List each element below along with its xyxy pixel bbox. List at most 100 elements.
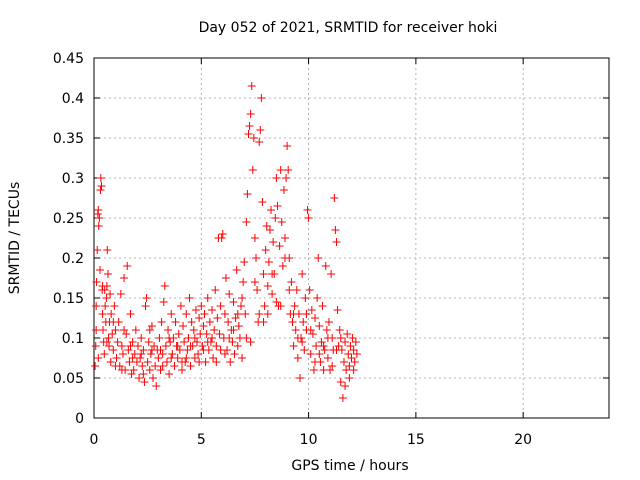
data-point (289, 342, 298, 350)
data-point (243, 190, 252, 198)
data-point (323, 334, 332, 342)
data-point (96, 186, 105, 194)
y-tick-label: 0.3 (62, 171, 84, 187)
data-point (116, 290, 125, 298)
data-point (293, 334, 302, 342)
data-point (315, 322, 324, 330)
data-point (246, 338, 255, 346)
data-point (200, 310, 209, 318)
data-point (263, 282, 272, 290)
data-point (94, 206, 103, 214)
data-point (256, 126, 265, 134)
data-point (156, 346, 165, 354)
data-point (126, 310, 135, 318)
data-point (326, 366, 335, 374)
data-point (215, 330, 224, 338)
data-point (180, 338, 189, 346)
data-point (141, 302, 150, 310)
data-point (191, 306, 200, 314)
x-tick-label: 0 (90, 432, 99, 448)
data-point (177, 366, 186, 374)
data-point (341, 338, 350, 346)
y-tick-label: 0.05 (53, 371, 84, 387)
data-point (139, 346, 148, 354)
data-point (336, 334, 345, 342)
data-point (271, 214, 280, 222)
data-point (276, 166, 285, 174)
data-point (117, 342, 126, 350)
data-point (92, 326, 101, 334)
x-tick-labels: 0 5 10 15 20 (90, 432, 533, 448)
data-point (103, 270, 112, 278)
data-point (306, 326, 315, 334)
data-point (291, 326, 300, 334)
data-point (150, 342, 159, 350)
data-point (318, 302, 327, 310)
data-point (137, 334, 146, 342)
data-point (352, 350, 361, 358)
data-point (311, 358, 320, 366)
data-point (120, 326, 129, 334)
data-point (225, 290, 234, 298)
data-point (101, 302, 110, 310)
data-point (185, 294, 194, 302)
data-point (154, 354, 163, 362)
data-point (229, 298, 238, 306)
data-point (290, 302, 299, 310)
data-point (331, 226, 340, 234)
x-tick-label: 10 (300, 432, 318, 448)
data-point (111, 326, 120, 334)
data-point (280, 234, 289, 242)
data-point (118, 350, 127, 358)
data-point (127, 370, 136, 378)
data-point (347, 354, 356, 362)
data-point (198, 342, 207, 350)
data-point (287, 278, 296, 286)
gridlines (94, 58, 609, 418)
data-point (334, 342, 343, 350)
data-point (232, 266, 241, 274)
data-point (263, 310, 272, 318)
data-point (275, 242, 284, 250)
data-point (102, 294, 111, 302)
data-point (128, 338, 137, 346)
data-point (309, 366, 318, 374)
data-point (283, 142, 292, 150)
data-point (165, 370, 174, 378)
data-point (272, 298, 281, 306)
data-point (336, 378, 345, 386)
data-point (328, 362, 337, 370)
data-point (122, 330, 131, 338)
data-point (285, 286, 294, 294)
data-point (315, 350, 324, 358)
data-point (264, 258, 273, 266)
data-point (173, 342, 182, 350)
data-point (238, 354, 247, 362)
data-point (296, 374, 304, 382)
data-point (228, 338, 237, 346)
data-point (238, 294, 247, 302)
data-point (225, 334, 234, 342)
data-point (174, 330, 183, 338)
y-tick-label: 0.35 (53, 131, 84, 147)
data-point (97, 182, 106, 190)
data-point (348, 334, 357, 342)
data-point (255, 138, 264, 146)
data-point (159, 298, 168, 306)
data-point (142, 294, 151, 302)
data-point (242, 334, 251, 342)
data-point (229, 326, 238, 334)
data-point (136, 354, 145, 362)
data-point (111, 362, 120, 370)
data-point (245, 122, 254, 130)
data-point (345, 374, 354, 382)
data-point (167, 354, 176, 362)
data-point (339, 358, 348, 366)
data-point (212, 342, 221, 350)
data-point (94, 354, 103, 362)
data-point (210, 326, 219, 334)
data-point (146, 350, 155, 358)
data-point (345, 362, 354, 370)
data-point (205, 318, 214, 326)
data-point (195, 314, 204, 322)
